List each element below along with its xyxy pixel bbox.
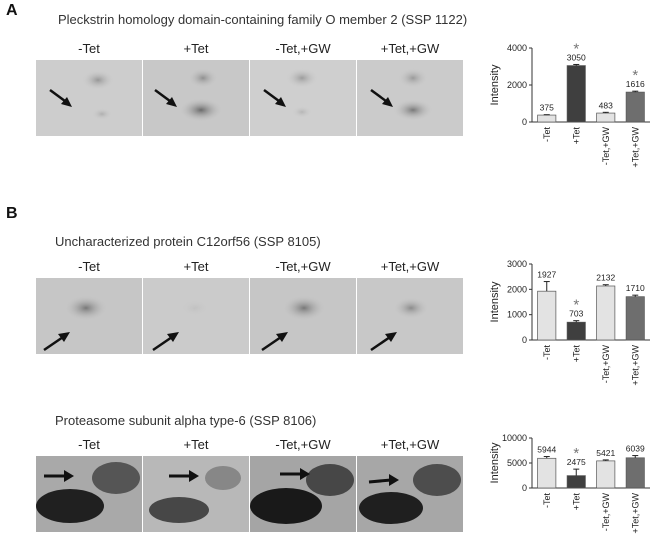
gel-image — [36, 456, 142, 532]
y-tick-label: 2000 — [507, 80, 527, 90]
arrow-icon — [261, 332, 288, 352]
gel-image — [143, 278, 249, 354]
gel-image — [143, 60, 249, 136]
data-label: 2132 — [596, 273, 615, 283]
panel-letter-a: A — [6, 2, 18, 19]
gel-image — [357, 278, 463, 354]
y-tick-label: 2000 — [507, 284, 527, 294]
data-label: 1927 — [537, 270, 556, 280]
category-label: -Tet — [542, 127, 552, 143]
y-tick-label: 3000 — [507, 259, 527, 269]
significance-asterisk: * — [632, 67, 638, 84]
bar — [537, 457, 557, 489]
protein-title-b1: Uncharacterized protein C12orf56 (SSP 81… — [55, 234, 321, 249]
arrow-icon — [169, 470, 199, 482]
arrow-icon — [370, 332, 397, 352]
gel-image — [36, 278, 142, 354]
data-label: 2475 — [567, 457, 586, 467]
gel-image — [357, 60, 463, 136]
bar — [596, 112, 616, 123]
y-tick-label: 0 — [522, 117, 527, 127]
y-axis-label: Intensity — [489, 442, 501, 483]
bar — [537, 290, 557, 341]
lane-label: +Tet,+GW — [380, 259, 440, 274]
data-label: 3050 — [567, 52, 586, 62]
arrow-icon — [154, 88, 177, 107]
bar-chart-b1: 0 1000 2000 3000 Intensity 1927 -Tet 703 * +Tet 21… — [480, 256, 660, 391]
significance-asterisk: * — [573, 445, 579, 462]
data-label: 375 — [540, 103, 554, 113]
lane-label: +Tet — [183, 259, 209, 274]
lane-label: +Tet — [183, 437, 209, 452]
data-label: 703 — [569, 309, 583, 319]
gel-image — [143, 456, 249, 532]
y-tick-label: 5000 — [507, 458, 527, 468]
data-label: 6039 — [626, 444, 645, 454]
gel-image — [250, 456, 356, 532]
y-tick-label: 4000 — [507, 43, 527, 53]
category-label: +Tet — [571, 127, 581, 145]
category-label: +Tet,+GW — [630, 126, 640, 167]
category-label: -Tet — [542, 345, 552, 361]
bar-chart-b2: 0 5000 10000 Intensity 5944 -Tet 2475 * +Tet 5421… — [480, 430, 660, 535]
bar — [537, 114, 557, 123]
bar-chart-a: 0 2000 4000 Intensity 375 -Tet 3050 * +Tet 483 -Te… — [480, 40, 660, 185]
category-label: +Tet,+GW — [630, 492, 640, 533]
protein-title-a: Pleckstrin homology domain-containing fa… — [58, 12, 468, 27]
bar — [566, 475, 586, 489]
arrow-icon — [370, 88, 393, 107]
protein-title-b2: Proteasome subunit alpha type-6 (SSP 810… — [55, 413, 317, 428]
lane-label: -Tet,+GW — [275, 437, 331, 452]
lane-label: -Tet,+GW — [275, 259, 331, 274]
category-label: -Tet,+GW — [601, 127, 611, 166]
category-label: -Tet,+GW — [601, 345, 611, 384]
arrow-icon — [368, 474, 399, 486]
y-axis-label: Intensity — [489, 64, 501, 105]
gel-image — [357, 456, 463, 532]
panel-letter-b: B — [6, 205, 18, 222]
bar — [596, 460, 616, 489]
data-label: 1710 — [626, 283, 645, 293]
lane-label: +Tet,+GW — [380, 437, 440, 452]
lane-label: +Tet — [183, 41, 209, 56]
bar — [625, 457, 645, 489]
y-tick-label: 10000 — [502, 433, 527, 443]
lane-label: -Tet — [78, 437, 100, 452]
arrow-icon — [152, 332, 179, 352]
arrow-icon — [44, 470, 74, 482]
lane-label: -Tet,+GW — [275, 41, 331, 56]
gel-image — [250, 60, 356, 136]
bar — [596, 285, 616, 341]
category-label: +Tet — [571, 345, 581, 363]
y-tick-label: 0 — [522, 335, 527, 345]
y-axis-label: Intensity — [489, 281, 501, 322]
arrow-icon — [280, 468, 310, 480]
arrow-icon — [43, 332, 70, 352]
data-label: 483 — [599, 100, 613, 110]
gel-image — [36, 60, 142, 136]
data-label: 5421 — [596, 448, 615, 458]
category-label: -Tet,+GW — [601, 493, 611, 532]
arrow-icon — [263, 88, 286, 107]
category-label: +Tet,+GW — [630, 344, 640, 385]
lane-label: -Tet — [78, 259, 100, 274]
data-label: 5944 — [537, 445, 556, 455]
y-tick-label: 1000 — [507, 310, 527, 320]
lane-label: -Tet — [78, 41, 100, 56]
category-label: +Tet — [571, 493, 581, 511]
y-tick-label: 0 — [522, 483, 527, 493]
lane-label: +Tet,+GW — [380, 41, 440, 56]
category-label: -Tet — [542, 493, 552, 509]
gel-image — [250, 278, 356, 354]
data-label: 1616 — [626, 79, 645, 89]
significance-asterisk: * — [573, 297, 579, 314]
bar — [625, 296, 645, 341]
bar — [566, 65, 586, 123]
significance-asterisk: * — [573, 40, 579, 57]
bar — [625, 91, 645, 123]
bar — [566, 321, 586, 341]
arrow-icon — [49, 88, 72, 107]
